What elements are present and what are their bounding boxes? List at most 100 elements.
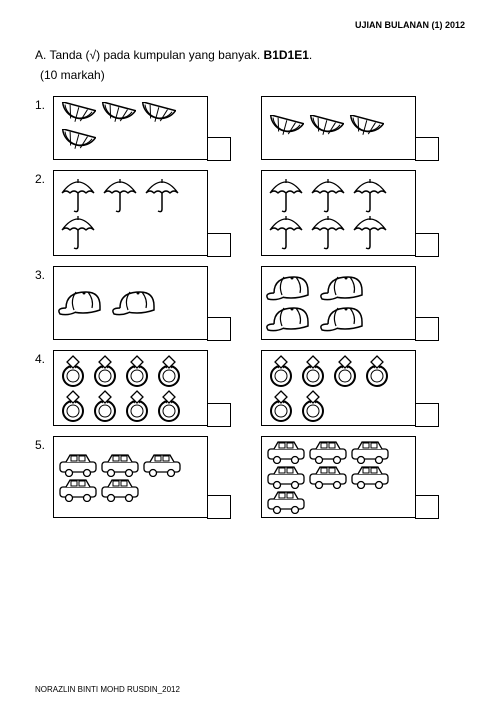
umbrella-icon xyxy=(308,214,348,250)
item-box xyxy=(261,170,416,256)
umbrella-icon xyxy=(58,214,98,250)
answer-group xyxy=(261,436,439,518)
question-row: 5. xyxy=(35,436,465,518)
umbrella-icon xyxy=(350,177,390,213)
cap-icon xyxy=(266,273,318,303)
answer-group xyxy=(261,96,439,160)
answer-checkbox[interactable] xyxy=(207,317,231,341)
orange-slice-icon xyxy=(306,115,344,141)
answer-checkbox[interactable] xyxy=(415,495,439,519)
umbrella-icon xyxy=(142,177,182,213)
ring-icon xyxy=(154,354,184,388)
cap-icon xyxy=(320,304,372,334)
car-icon xyxy=(58,453,98,477)
question-number: 4. xyxy=(35,350,53,366)
standard-code: B1D1E1 xyxy=(264,48,309,62)
orange-slice-icon xyxy=(58,102,96,128)
item-box xyxy=(53,170,208,256)
cap-icon xyxy=(58,288,110,318)
question-number: 3. xyxy=(35,266,53,282)
answer-group xyxy=(261,266,439,340)
umbrella-icon xyxy=(350,214,390,250)
question-number: 2. xyxy=(35,170,53,186)
cap-icon xyxy=(320,273,372,303)
answer-group xyxy=(53,170,231,256)
question-rows: 1. 2. 3. 4. 5. xyxy=(35,96,465,518)
group-pair xyxy=(53,170,439,256)
car-icon xyxy=(142,453,182,477)
ring-icon xyxy=(266,389,296,423)
section-label: A. xyxy=(35,48,46,62)
page-footer: NORAZLIN BINTI MOHD RUSDIN_2012 xyxy=(35,685,180,694)
answer-group xyxy=(53,350,231,426)
item-box xyxy=(261,350,416,426)
question-row: 1. xyxy=(35,96,465,160)
orange-slice-icon xyxy=(266,115,304,141)
answer-group xyxy=(261,350,439,426)
item-box xyxy=(53,266,208,340)
item-box xyxy=(53,96,208,160)
answer-checkbox[interactable] xyxy=(415,233,439,257)
ring-icon xyxy=(90,354,120,388)
orange-slice-icon xyxy=(346,115,384,141)
answer-group xyxy=(261,170,439,256)
ring-icon xyxy=(362,354,392,388)
umbrella-icon xyxy=(58,177,98,213)
umbrella-icon xyxy=(266,177,306,213)
car-icon xyxy=(100,478,140,502)
ring-icon xyxy=(298,354,328,388)
ring-icon xyxy=(58,354,88,388)
group-pair xyxy=(53,96,439,160)
answer-group xyxy=(53,96,231,160)
ring-icon xyxy=(122,389,152,423)
cap-icon xyxy=(112,288,164,318)
answer-group xyxy=(53,266,231,340)
car-icon xyxy=(350,440,390,464)
car-icon xyxy=(100,453,140,477)
marks-label: (10 markah) xyxy=(40,68,465,82)
orange-slice-icon xyxy=(138,102,176,128)
ring-icon xyxy=(330,354,360,388)
answer-group xyxy=(53,436,231,518)
ring-icon xyxy=(298,389,328,423)
item-box xyxy=(261,436,416,518)
ring-icon xyxy=(90,389,120,423)
answer-checkbox[interactable] xyxy=(207,233,231,257)
answer-checkbox[interactable] xyxy=(207,403,231,427)
car-icon xyxy=(308,465,348,489)
group-pair xyxy=(53,266,439,340)
answer-checkbox[interactable] xyxy=(415,317,439,341)
ring-icon xyxy=(122,354,152,388)
cap-icon xyxy=(266,304,318,334)
answer-checkbox[interactable] xyxy=(415,137,439,161)
item-box xyxy=(261,266,416,340)
item-box xyxy=(53,350,208,426)
page-header: UJIAN BULANAN (1) 2012 xyxy=(35,20,465,30)
item-box xyxy=(53,436,208,518)
question-row: 4. xyxy=(35,350,465,426)
item-box xyxy=(261,96,416,160)
question-row: 3. xyxy=(35,266,465,340)
car-icon xyxy=(266,490,306,514)
orange-slice-icon xyxy=(58,129,96,155)
car-icon xyxy=(350,465,390,489)
answer-checkbox[interactable] xyxy=(207,137,231,161)
ring-icon xyxy=(266,354,296,388)
ring-icon xyxy=(154,389,184,423)
answer-checkbox[interactable] xyxy=(415,403,439,427)
car-icon xyxy=(58,478,98,502)
umbrella-icon xyxy=(266,214,306,250)
instruction-line: A. Tanda (√) pada kumpulan yang banyak. … xyxy=(35,48,465,62)
question-number: 1. xyxy=(35,96,53,112)
car-icon xyxy=(266,465,306,489)
instruction-text: Tanda (√) pada kumpulan yang banyak. xyxy=(49,48,263,62)
umbrella-icon xyxy=(100,177,140,213)
car-icon xyxy=(266,440,306,464)
umbrella-icon xyxy=(308,177,348,213)
question-number: 5. xyxy=(35,436,53,452)
ring-icon xyxy=(58,389,88,423)
car-icon xyxy=(308,440,348,464)
group-pair xyxy=(53,436,439,518)
group-pair xyxy=(53,350,439,426)
answer-checkbox[interactable] xyxy=(207,495,231,519)
